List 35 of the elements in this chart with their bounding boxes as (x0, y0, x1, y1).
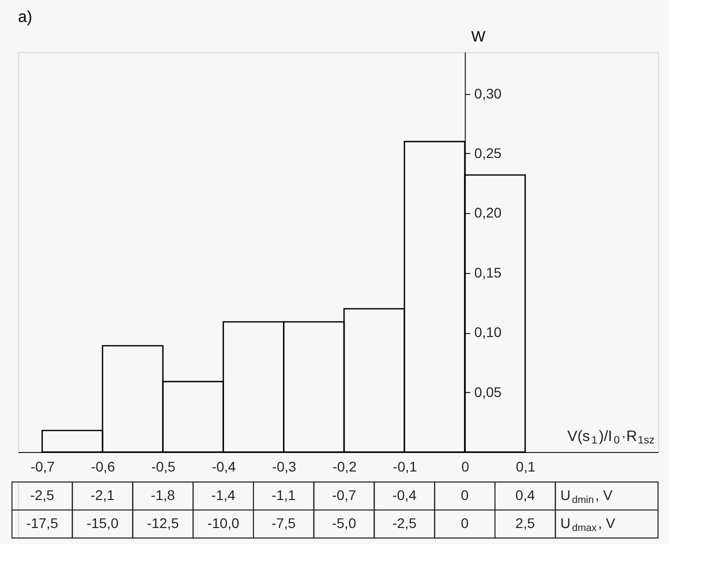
text: -7,5 (272, 515, 296, 531)
text: -2,1 (90, 487, 115, 503)
y-tick-label: 0,05 (474, 384, 502, 400)
y-axis-title: W (471, 28, 486, 46)
text: -1,8 (150, 487, 176, 503)
text: -1,4 (211, 487, 236, 503)
x-tick-label: 0 (461, 458, 470, 474)
text: -10,0 (207, 515, 240, 531)
text: -0,4 (392, 487, 417, 503)
x-tick-label: -0,6 (90, 458, 116, 474)
text: -12,5 (146, 515, 180, 531)
text: -2,5 (392, 515, 417, 531)
text: -1,1 (272, 487, 296, 503)
y-tick-label: 0,25 (474, 144, 502, 161)
text: 0,4 (515, 487, 536, 503)
y-tick-label: 0,20 (474, 204, 502, 221)
x-tick-label: -0,5 (151, 458, 176, 474)
text: -17,5 (26, 515, 58, 531)
x-tick-label: -0,3 (272, 458, 296, 474)
y-tick-label: 0,30 (474, 85, 502, 102)
x-tick-label: -0,2 (332, 458, 357, 474)
text: 0 (460, 487, 469, 503)
text: -2,5 (30, 487, 54, 503)
text: -5,0 (332, 515, 356, 531)
x-tick-label: -0,1 (392, 458, 418, 474)
x-tick-label: -0,7 (30, 458, 55, 474)
y-tick-label: 0,10 (474, 324, 502, 340)
x-tick-label: -0,4 (212, 458, 236, 474)
text: -0,7 (332, 487, 356, 503)
x-tick-label: 0,1 (516, 458, 536, 474)
chart-title: a) (18, 9, 32, 26)
text: -15,0 (86, 515, 119, 531)
text: 0 (460, 515, 469, 531)
text: 2,5 (515, 515, 536, 531)
y-tick-label: 0,15 (474, 264, 502, 280)
